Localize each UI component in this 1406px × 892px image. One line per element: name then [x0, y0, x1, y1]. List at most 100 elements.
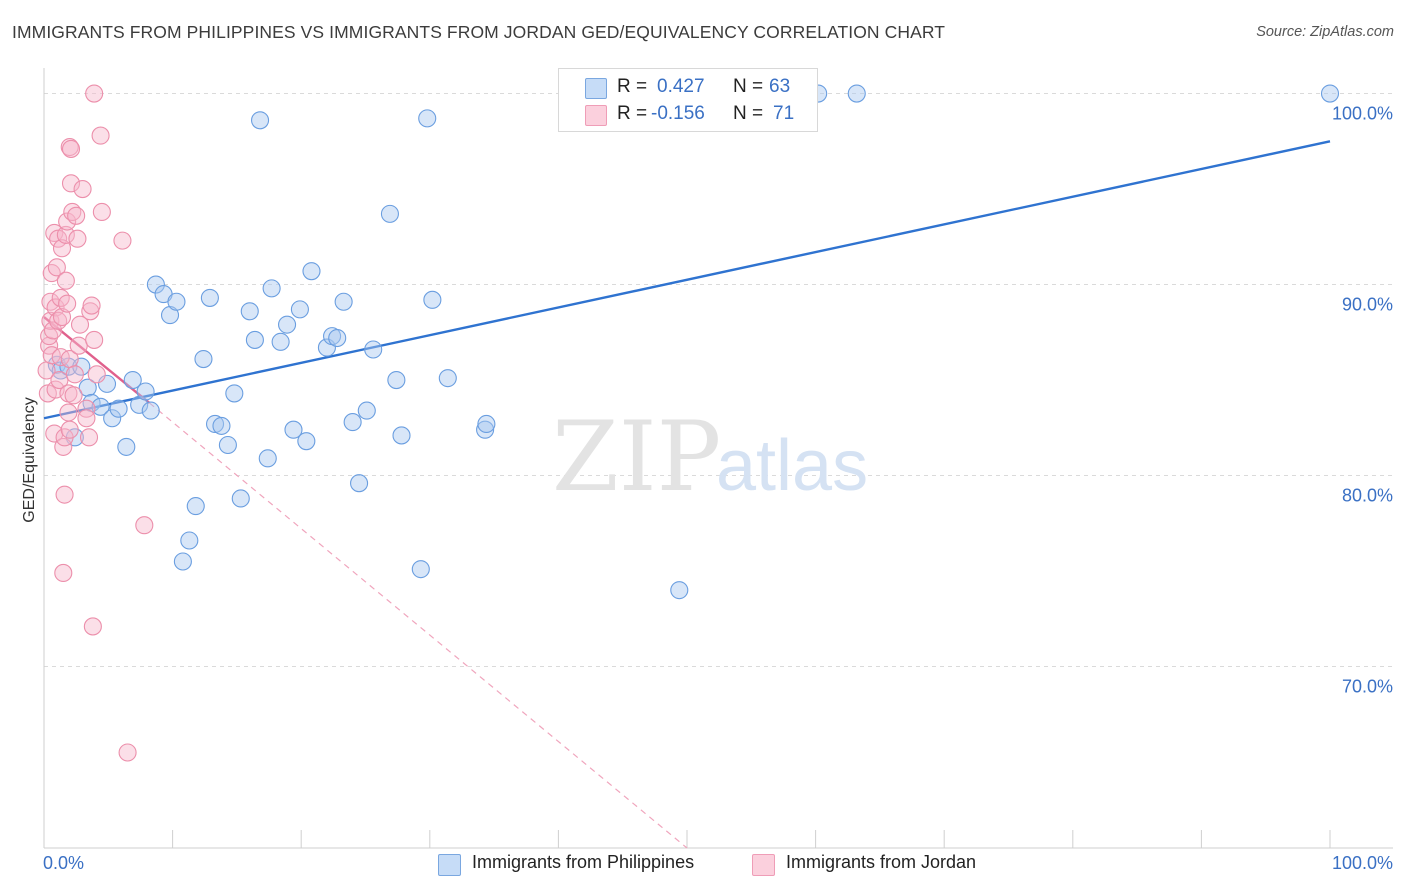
point-philippines	[240, 302, 259, 321]
point-philippines	[1320, 84, 1340, 103]
point-philippines	[141, 401, 160, 420]
point-philippines	[59, 357, 78, 376]
series-legend: Immigrants from Philippines Immigrants f…	[0, 852, 1406, 878]
point-philippines	[205, 414, 225, 434]
point-philippines	[364, 340, 383, 359]
point-jordan	[92, 202, 111, 222]
point-philippines	[343, 413, 362, 432]
legend-n-value: 71	[773, 103, 795, 124]
point-philippines	[284, 420, 303, 439]
point-philippines	[387, 370, 406, 390]
point-jordan	[60, 420, 79, 439]
point-jordan	[82, 296, 101, 315]
legend-r-label: R =	[617, 76, 648, 97]
legend-n-label: N =	[733, 76, 764, 97]
point-philippines	[271, 332, 290, 351]
point-philippines	[180, 531, 199, 550]
point-philippines	[477, 414, 496, 434]
legend-label-philippines: Immigrants from Philippines	[472, 852, 695, 872]
point-philippines	[212, 416, 231, 435]
y-tick-label: 90.0%	[1342, 295, 1393, 315]
watermark-atlas: atlas	[716, 426, 868, 506]
point-jordan	[42, 346, 61, 365]
point-philippines	[476, 420, 495, 439]
point-philippines	[109, 399, 128, 418]
point-philippines	[231, 489, 250, 508]
axes	[43, 68, 1393, 849]
legend-n-label: N =	[733, 103, 764, 124]
point-philippines	[218, 435, 237, 455]
y-tick-label: 100.0%	[1332, 104, 1393, 124]
point-jordan	[79, 428, 99, 447]
point-jordan	[91, 126, 110, 145]
point-jordan	[61, 174, 81, 193]
point-philippines	[847, 84, 866, 103]
point-philippines	[245, 330, 264, 349]
legend-r-label: R =	[617, 103, 648, 124]
point-philippines	[418, 109, 437, 128]
point-jordan	[87, 365, 106, 384]
point-philippines	[334, 292, 353, 311]
point-jordan	[42, 264, 61, 283]
point-philippines	[670, 581, 689, 600]
point-jordan	[52, 239, 72, 258]
point-philippines	[200, 288, 219, 307]
point-philippines	[290, 300, 309, 319]
point-jordan	[77, 409, 96, 428]
point-jordan	[85, 84, 104, 103]
point-jordan	[54, 437, 73, 456]
y-tick-label: 70.0%	[1342, 677, 1393, 697]
legend-r-value: -0.156	[651, 103, 705, 124]
point-philippines	[297, 432, 316, 451]
point-philippines	[357, 401, 376, 420]
point-philippines	[411, 560, 430, 579]
point-philippines	[278, 315, 297, 334]
point-jordan	[64, 386, 83, 405]
chart-title: IMMIGRANTS FROM PHILIPPINES VS IMMIGRANT…	[12, 22, 946, 42]
point-jordan	[85, 330, 104, 349]
point-philippines	[225, 384, 244, 403]
point-jordan	[61, 139, 81, 158]
legend-swatch-philippines	[585, 78, 607, 99]
y-tick-labels: 70.0% 80.0% 90.0% 100.0%	[1332, 104, 1393, 697]
point-jordan	[68, 229, 87, 248]
stats-legend: R = 0.427 N = 63 R = -0.156 N = 71	[558, 68, 818, 132]
point-jordan	[135, 516, 154, 535]
legend-r-value: 0.427	[657, 76, 705, 97]
legend-row-jordan: R = -0.156 N = 71	[559, 102, 817, 128]
trend-line-philippines	[43, 140, 1331, 420]
point-jordan	[56, 225, 75, 244]
point-philippines	[380, 204, 399, 223]
point-philippines	[173, 552, 192, 571]
point-philippines	[328, 328, 347, 348]
point-philippines	[250, 111, 270, 130]
point-jordan	[77, 399, 96, 418]
point-jordan	[70, 315, 90, 334]
point-philippines	[302, 262, 321, 281]
point-jordan	[81, 302, 100, 321]
chart-source: Source: ZipAtlas.com	[1256, 24, 1394, 40]
point-jordan	[46, 298, 65, 317]
point-jordan	[45, 424, 64, 443]
point-jordan	[59, 403, 78, 422]
point-jordan	[65, 365, 84, 384]
point-jordan	[51, 348, 70, 367]
watermark-zip: ZIP	[552, 401, 721, 513]
point-philippines	[136, 382, 155, 401]
point-philippines	[194, 349, 213, 369]
point-philippines	[123, 370, 142, 390]
point-jordan	[58, 294, 77, 313]
legend-row-philippines: R = 0.427 N = 63	[559, 75, 817, 101]
point-jordan	[54, 563, 73, 583]
point-philippines	[117, 437, 136, 456]
point-jordan	[55, 485, 74, 504]
legend-label-jordan: Immigrants from Jordan	[786, 852, 977, 872]
x-tick-label-max: 100.0%	[1332, 853, 1393, 873]
point-philippines	[186, 497, 205, 516]
point-philippines	[392, 426, 411, 445]
point-jordan	[67, 206, 86, 225]
gridlines	[44, 93, 1393, 668]
point-philippines	[262, 279, 281, 298]
point-jordan	[47, 258, 66, 277]
